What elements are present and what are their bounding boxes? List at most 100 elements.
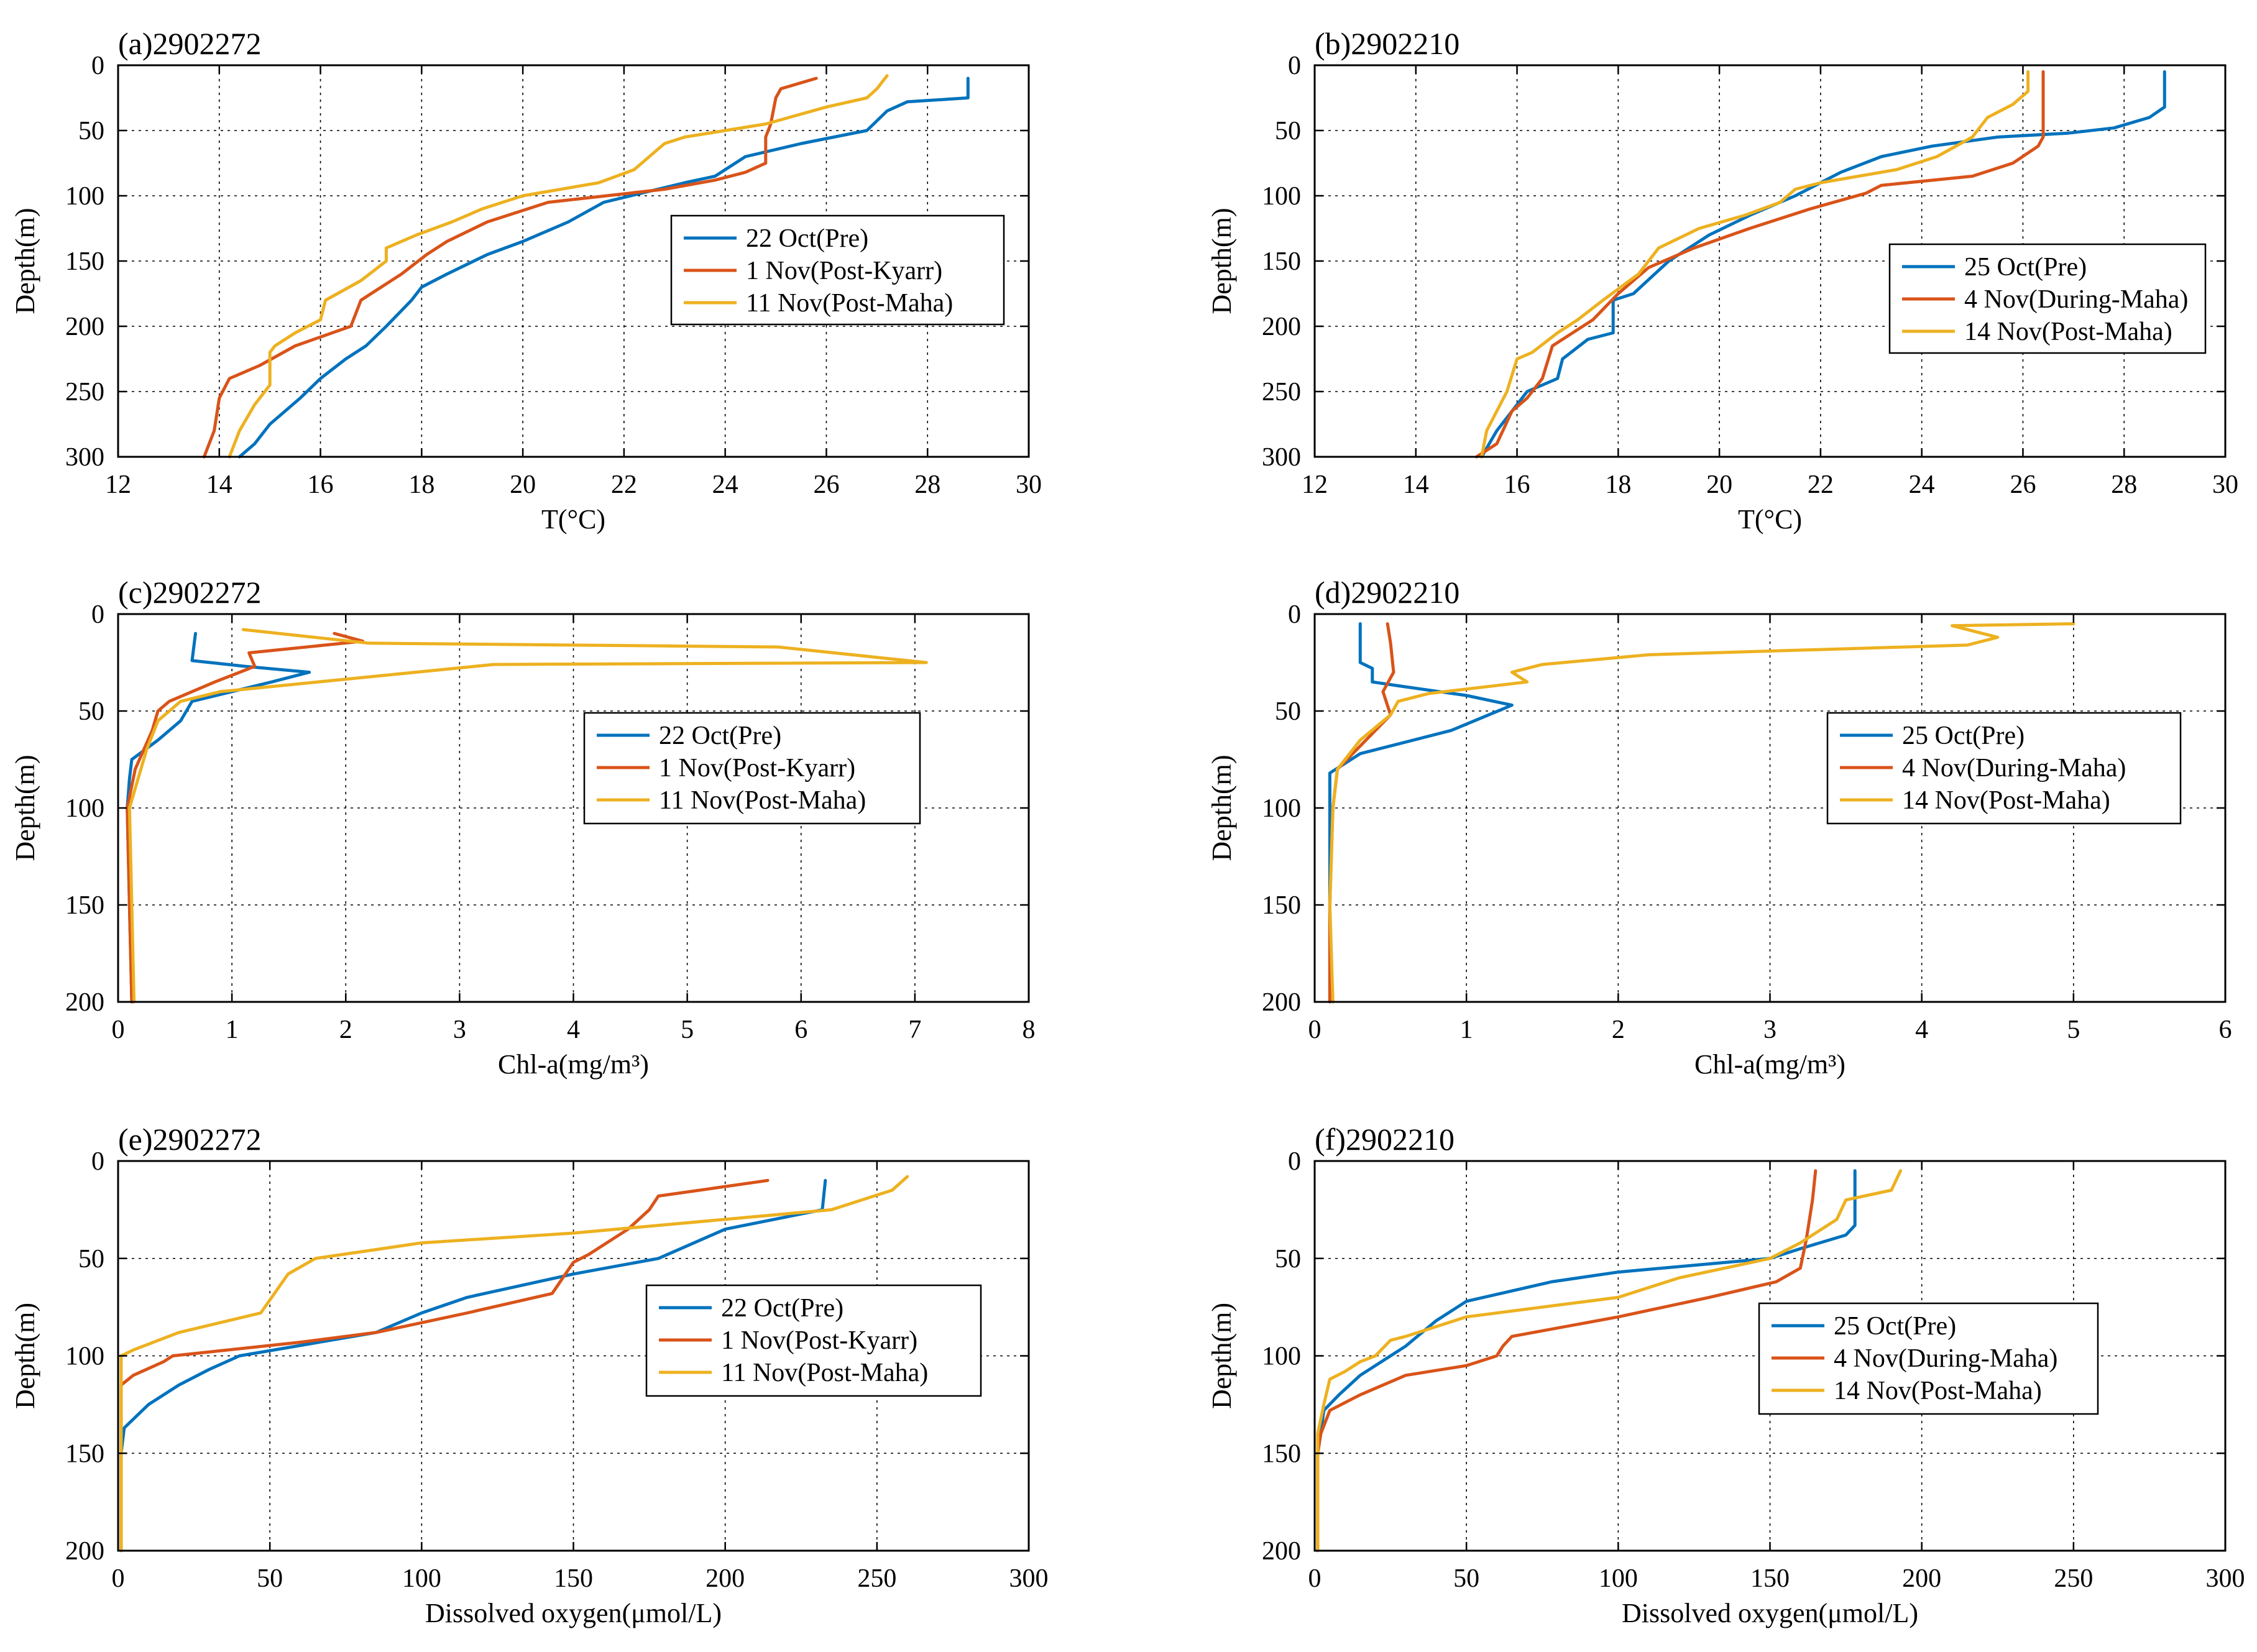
legend-label: 4 Nov(During-Maha) [1902, 754, 2126, 782]
x-axis-label: Chl-a(mg/m³) [1694, 1049, 1846, 1080]
x-tick-label: 22 [611, 470, 637, 499]
legend-label: 22 Oct(Pre) [721, 1294, 844, 1323]
series-line-3 [127, 628, 928, 1004]
legend-label: 14 Nov(Post-Maha) [1834, 1377, 2042, 1405]
panel-title: (c)2902272 [118, 575, 262, 610]
x-tick-label: 250 [857, 1564, 896, 1593]
x-tick-label: 20 [510, 470, 536, 499]
x-tick-label: 2 [1612, 1016, 1625, 1044]
series-line-2 [126, 631, 365, 1004]
x-tick-label: 3 [1763, 1016, 1777, 1044]
series-line-3 [1316, 1169, 1902, 1553]
y-tick-label: 50 [78, 1245, 104, 1273]
x-axis-label: T(°C) [541, 504, 605, 535]
y-tick-label: 100 [65, 182, 104, 211]
x-tick-label: 300 [1009, 1564, 1049, 1593]
x-tick-label: 24 [712, 470, 738, 499]
x-tick-label: 28 [914, 470, 940, 499]
x-tick-label: 4 [1915, 1016, 1928, 1044]
legend-label: 1 Nov(Post-Kyarr) [746, 257, 942, 285]
x-tick-label: 1 [1460, 1016, 1473, 1044]
panel-title: (a)2902272 [118, 26, 262, 61]
y-tick-label: 150 [1262, 247, 1301, 276]
x-tick-label: 200 [1902, 1564, 1941, 1593]
x-tick-label: 26 [2010, 470, 2036, 499]
y-tick-label: 300 [65, 443, 104, 472]
x-tick-label: 28 [2111, 470, 2137, 499]
x-tick-label: 30 [2212, 470, 2238, 499]
x-tick-label: 50 [1453, 1564, 1479, 1593]
series-line-1 [237, 76, 970, 459]
legend-label: 1 Nov(Post-Kyarr) [659, 754, 855, 782]
y-tick-label: 0 [91, 600, 104, 629]
legend-label: 22 Oct(Pre) [659, 722, 781, 750]
x-tick-label: 22 [1808, 470, 1834, 499]
legend-label: 14 Nov(Post-Maha) [1902, 786, 2110, 815]
x-axis-label: T(°C) [1738, 504, 1802, 535]
series-line-2 [202, 76, 818, 459]
panel-title: (e)2902272 [118, 1122, 262, 1157]
x-tick-label: 26 [813, 470, 839, 499]
legend-label: 25 Oct(Pre) [1834, 1312, 1956, 1341]
series-line-2 [1474, 70, 2045, 459]
x-tick-label: 6 [794, 1016, 807, 1044]
y-tick-label: 0 [1288, 52, 1301, 80]
x-tick-label: 2 [339, 1016, 352, 1044]
legend-label: 1 Nov(Post-Kyarr) [721, 1326, 917, 1355]
x-tick-label: 0 [112, 1016, 125, 1044]
x-tick-label: 30 [1016, 470, 1042, 499]
series-line-2 [1316, 1169, 1818, 1553]
panel-title: (b)2902210 [1315, 26, 1459, 61]
x-tick-label: 4 [567, 1016, 580, 1044]
x-tick-label: 150 [1750, 1564, 1790, 1593]
legend-label: 22 Oct(Pre) [746, 224, 868, 253]
y-tick-label: 250 [1262, 378, 1301, 406]
y-tick-label: 150 [1262, 1439, 1301, 1468]
y-tick-label: 0 [91, 1147, 104, 1176]
x-tick-label: 200 [706, 1564, 745, 1593]
panel-1: 12 14 16 18 20 22 24 26 28 30050100150200250300(a… [10, 26, 1042, 535]
legend: 22 Oct(Pre) 1 Nov(Post-Kyarr) 11 Nov(Post-… [645, 1284, 982, 1397]
x-tick-label: 150 [554, 1564, 593, 1593]
series-line-3 [228, 74, 889, 459]
x-tick-label: 24 [1909, 470, 1935, 499]
legend: 25 Oct(Pre) 4 Nov(During-Maha) 14 Nov(Post… [1888, 243, 2207, 354]
y-axis-label: Depth(m) [10, 1303, 40, 1409]
series-line-1 [1316, 1169, 1857, 1553]
x-axis-label: Chl-a(mg/m³) [498, 1049, 649, 1080]
x-tick-label: 0 [112, 1564, 125, 1593]
panel-4: 0 1 2 3 4 5 6 0 50 100 150 200 (d)2902210 Chl-a(mg/m³… [1207, 575, 2232, 1080]
legend-label: 4 Nov(During-Maha) [1834, 1344, 2057, 1373]
x-axis-label: Dissolved oxygen(μmol/L) [425, 1598, 722, 1628]
legend: 22 Oct(Pre) 1 Nov(Post-Kyarr) 11 Nov(Post-… [670, 214, 1005, 326]
y-tick-label: 200 [65, 313, 104, 341]
y-tick-label: 150 [65, 891, 104, 920]
x-tick-label: 5 [681, 1016, 694, 1044]
x-tick-label: 14 [206, 470, 232, 499]
y-tick-label: 150 [65, 247, 104, 276]
x-tick-label: 250 [2054, 1564, 2093, 1593]
y-tick-label: 50 [1275, 697, 1301, 726]
x-tick-label: 16 [308, 470, 334, 499]
y-tick-label: 200 [1262, 988, 1301, 1017]
series-line-3 [1328, 622, 2075, 1004]
x-tick-label: 18 [408, 470, 434, 499]
panel-2: 12 14 16 18 20 22 24 26 28 30050100150200250300(b… [1207, 26, 2238, 535]
y-axis-label: Depth(m) [1207, 755, 1237, 861]
series-line-1 [1480, 70, 2166, 459]
y-axis-label: Depth(m) [10, 755, 40, 861]
x-tick-label: 3 [453, 1016, 466, 1044]
y-tick-label: 100 [65, 1342, 104, 1371]
y-tick-label: 100 [1262, 182, 1301, 211]
y-tick-label: 0 [91, 52, 104, 80]
y-tick-label: 100 [1262, 1342, 1301, 1371]
x-tick-label: 6 [2219, 1016, 2232, 1044]
x-tick-label: 8 [1023, 1016, 1036, 1044]
x-tick-label: 50 [257, 1564, 283, 1593]
y-tick-label: 100 [65, 794, 104, 823]
legend: 25 Oct(Pre) 4 Nov(During-Maha) 14 Nov(Post… [1758, 1302, 2099, 1415]
y-tick-label: 0 [1288, 600, 1301, 629]
x-tick-label: 12 [1302, 470, 1328, 499]
legend: 22 Oct(Pre) 1 Nov(Post-Kyarr) 11 Nov(Post-… [583, 712, 921, 825]
